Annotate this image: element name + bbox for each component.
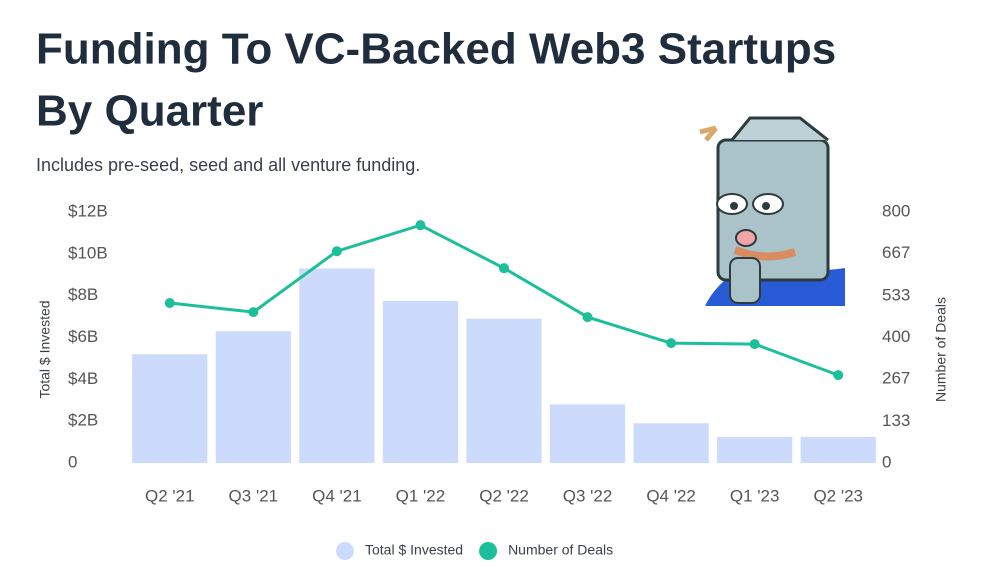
y-tick-label: $10B bbox=[68, 243, 108, 262]
y2-tick-label: 0 bbox=[882, 452, 891, 471]
x-tick-label: Q2 '21 bbox=[145, 486, 195, 505]
y-tick-label: $8B bbox=[68, 285, 98, 304]
point bbox=[833, 370, 844, 381]
chart-subtitle: Includes pre-seed, seed and all venture … bbox=[36, 155, 420, 175]
x-tick-label: Q4 '21 bbox=[312, 486, 362, 505]
point bbox=[248, 307, 259, 318]
y2-tick-label: 267 bbox=[882, 369, 910, 388]
legend-marker bbox=[336, 542, 354, 560]
y-tick-label: $4B bbox=[68, 369, 98, 388]
y-axis-label: Total $ Invested bbox=[37, 300, 53, 398]
point bbox=[499, 263, 509, 274]
y2-axis-label: Number of Deals bbox=[933, 297, 949, 402]
bar bbox=[717, 436, 793, 463]
x-tick-label: Q2 '22 bbox=[479, 486, 529, 505]
x-tick-label: Q3 '21 bbox=[229, 486, 279, 505]
point bbox=[749, 339, 760, 350]
y-tick-label: $2B bbox=[68, 411, 98, 430]
illustration bbox=[699, 116, 845, 306]
y2-tick-label: 667 bbox=[882, 243, 910, 262]
x-tick-label: Q3 '22 bbox=[563, 486, 613, 505]
legend-label: Total $ Invested bbox=[365, 542, 463, 558]
legend-marker bbox=[479, 542, 498, 560]
chart-title: Funding To VC-Backed Web3 Startups bbox=[36, 25, 836, 74]
y2-tick-label: 533 bbox=[882, 285, 910, 304]
bar bbox=[466, 318, 542, 463]
bar bbox=[299, 268, 375, 463]
x-tick-label: Q1 '23 bbox=[730, 486, 780, 505]
point bbox=[415, 220, 426, 231]
point bbox=[666, 338, 677, 349]
y-tick-label: $12B bbox=[68, 201, 108, 220]
bar bbox=[215, 331, 291, 463]
bar bbox=[132, 354, 208, 463]
point bbox=[582, 312, 593, 323]
y-tick-label: $6B bbox=[68, 327, 98, 346]
x-tick-label: Q1 '22 bbox=[396, 486, 446, 505]
y-tick-label: 0 bbox=[68, 452, 77, 471]
x-tick-label: Q2 '23 bbox=[813, 486, 863, 505]
x-tick-label: Q4 '22 bbox=[646, 486, 696, 505]
bar bbox=[549, 404, 626, 463]
point bbox=[331, 246, 342, 257]
chart-title: By Quarter bbox=[36, 87, 263, 136]
y2-tick-label: 400 bbox=[882, 327, 910, 346]
legend-label: Number of Deals bbox=[508, 542, 613, 558]
bar bbox=[633, 423, 709, 463]
y2-tick-label: 133 bbox=[882, 411, 910, 430]
bar bbox=[382, 300, 459, 463]
y2-tick-label: 800 bbox=[882, 201, 910, 220]
point bbox=[164, 297, 175, 308]
bar bbox=[800, 436, 876, 463]
